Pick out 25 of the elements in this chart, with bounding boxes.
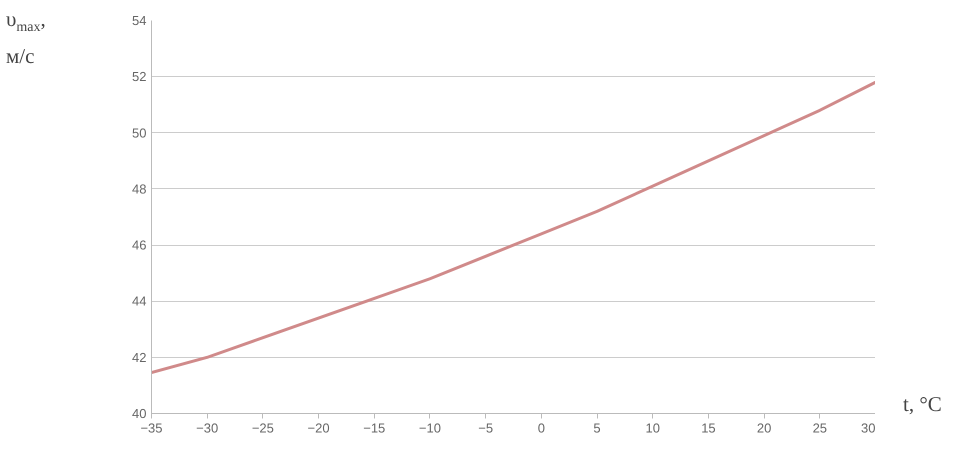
x-tick-label: −30: [196, 420, 218, 436]
line-series: [152, 80, 875, 374]
x-tick-label: −5: [478, 420, 494, 436]
y-tick-label: 50: [132, 125, 147, 140]
y-tick-label: 40: [132, 406, 147, 421]
x-axis-title: t, °C: [903, 391, 942, 418]
x-tick-label: 25: [812, 420, 828, 436]
x-tick-label: −15: [363, 420, 386, 436]
y-tick-label: 42: [132, 350, 147, 365]
x-tick-label: 15: [701, 420, 716, 436]
y-tick-label: 54: [132, 13, 147, 28]
x-tick-label: 30: [861, 420, 876, 436]
y-axis-title: υ$_{max}$, м/с: [6, 6, 46, 70]
x-tick-label: 20: [756, 420, 772, 436]
x-tick-label: 0: [538, 420, 545, 436]
x-tick-label: −20: [308, 420, 330, 436]
x-tick-label: −10: [418, 420, 441, 436]
y-tick-label: 52: [132, 69, 147, 84]
x-tick-label: 10: [646, 420, 660, 436]
x-tick-label: −35: [140, 420, 163, 436]
y-tick-label: 46: [132, 238, 147, 253]
y-tick-label: 48: [132, 181, 147, 196]
y-tick-label: 44: [132, 294, 147, 309]
x-tick-label: −25: [252, 420, 274, 436]
x-tick-label: 5: [593, 420, 601, 436]
